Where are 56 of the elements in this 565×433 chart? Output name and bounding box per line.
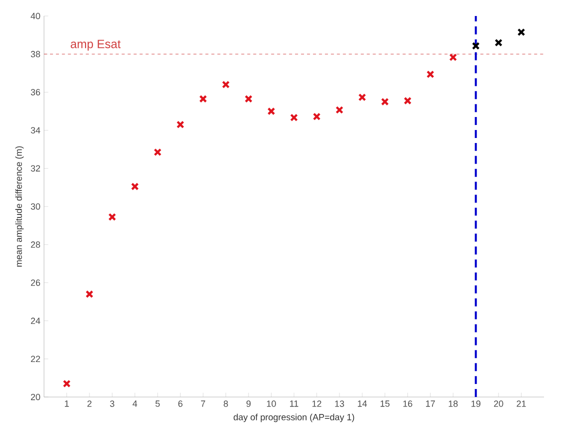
point xyxy=(131,182,139,190)
point xyxy=(312,112,321,120)
point xyxy=(244,94,252,103)
y-tick-label: 22 xyxy=(30,356,40,362)
point xyxy=(62,380,71,388)
y-tick-label: 34 xyxy=(30,127,40,134)
x-tick-label: 8 xyxy=(224,400,228,407)
point xyxy=(381,98,389,106)
x-tick-label: 21 xyxy=(516,400,526,407)
x-axis-title: day of progression (AP=day 1) xyxy=(234,414,354,422)
point xyxy=(222,80,230,88)
x-tick-label: 1 xyxy=(64,400,69,407)
x-tick-label: 2 xyxy=(87,400,92,407)
x-tick-label: 5 xyxy=(156,400,160,407)
x-tick-label: 12 xyxy=(312,400,322,407)
point xyxy=(176,120,184,128)
y-tick-label: 40 xyxy=(30,12,40,20)
x-tick-label: 17 xyxy=(426,400,435,407)
x-tick-label: 7 xyxy=(201,400,206,407)
y-axis-title: mean amplitude difference (m) xyxy=(15,146,24,267)
x-tick-label: 19 xyxy=(472,400,480,407)
y-tick-label: 36 xyxy=(30,89,40,96)
x-tick-label: 9 xyxy=(246,400,251,407)
point xyxy=(108,213,116,221)
y-tick-label: 32 xyxy=(30,165,40,172)
x-tick-label: 4 xyxy=(132,400,138,407)
point xyxy=(449,53,458,62)
x-tick-label: 20 xyxy=(494,400,504,407)
x-tick-label: 16 xyxy=(403,400,412,407)
x-tick-label: 14 xyxy=(358,400,367,407)
point xyxy=(358,93,366,102)
point xyxy=(290,114,298,122)
point xyxy=(517,28,526,36)
y-tick-label: 38 xyxy=(30,50,40,58)
y-tick-label: 20 xyxy=(30,394,40,400)
x-tick-label: 11 xyxy=(290,400,298,407)
point xyxy=(267,107,276,116)
x-tick-label: 18 xyxy=(448,400,458,407)
point xyxy=(86,290,94,298)
point xyxy=(154,148,162,156)
point xyxy=(404,96,412,105)
point xyxy=(199,94,208,103)
y-tick-label: 28 xyxy=(30,241,40,248)
x-tick-label: 3 xyxy=(110,400,114,407)
ref-line-label: amp Esat xyxy=(70,40,121,51)
point xyxy=(426,70,434,78)
y-tick-label: 26 xyxy=(30,280,40,286)
x-tick-label: 15 xyxy=(380,400,390,407)
point xyxy=(494,38,502,47)
x-tick-label: 6 xyxy=(178,400,182,407)
point xyxy=(336,106,344,114)
y-tick-label: 24 xyxy=(30,318,40,324)
x-tick-label: 13 xyxy=(335,400,344,407)
point xyxy=(472,42,480,50)
x-tick-label: 10 xyxy=(266,400,276,407)
y-tick-label: 30 xyxy=(30,203,40,210)
